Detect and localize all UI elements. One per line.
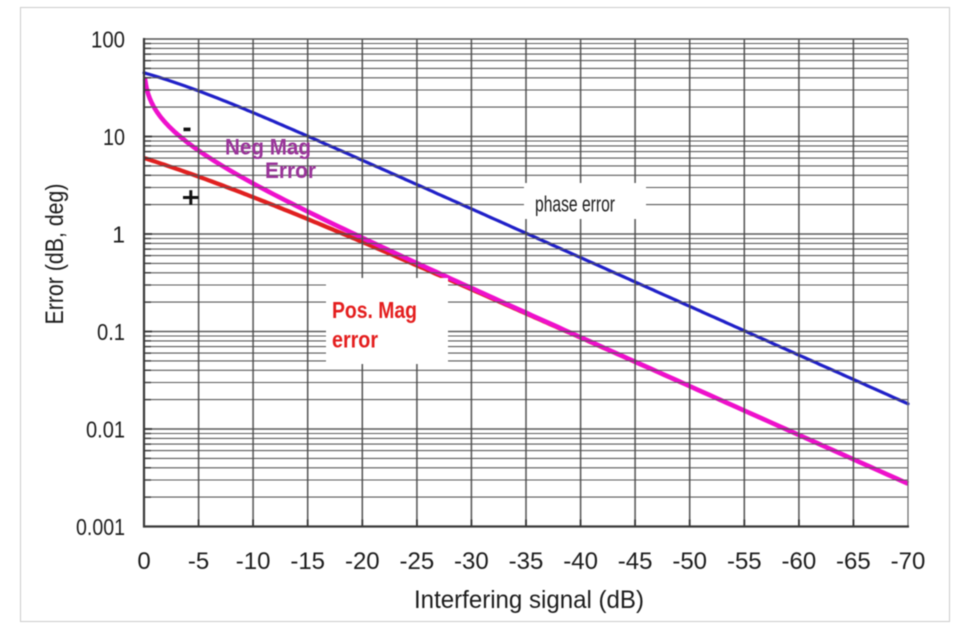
svg-text:-35: -35 [509,548,544,575]
svg-text:-30: -30 [454,548,489,575]
svg-text:Interfering signal (dB): Interfering signal (dB) [414,586,644,614]
svg-text:Error (dB, deg): Error (dB, deg) [41,184,69,325]
svg-text:0.001: 0.001 [76,514,125,540]
svg-text:Pos. Mag: Pos. Mag [332,297,417,323]
svg-text:-25: -25 [400,548,435,575]
svg-text:-45: -45 [618,548,653,575]
svg-text:100: 100 [91,27,125,53]
svg-text:Neg Mag: Neg Mag [225,135,311,160]
svg-text:phase error: phase error [535,192,615,217]
svg-text:0.01: 0.01 [86,417,125,443]
svg-text:-5: -5 [188,548,209,575]
svg-text:10: 10 [103,124,125,150]
svg-text:0.1: 0.1 [97,319,125,345]
svg-text:0: 0 [137,548,150,575]
svg-text:-60: -60 [782,548,817,575]
svg-text:-15: -15 [290,548,325,575]
svg-text:-10: -10 [236,548,271,575]
svg-text:-70: -70 [891,548,926,575]
svg-text:-65: -65 [836,548,871,575]
svg-text:-55: -55 [727,548,762,575]
svg-text:-40: -40 [563,548,598,575]
svg-text:-50: -50 [672,548,707,575]
svg-text:1: 1 [112,222,125,248]
svg-text:Error: Error [265,158,316,183]
svg-text:-20: -20 [345,548,380,575]
svg-text:error: error [332,327,378,353]
